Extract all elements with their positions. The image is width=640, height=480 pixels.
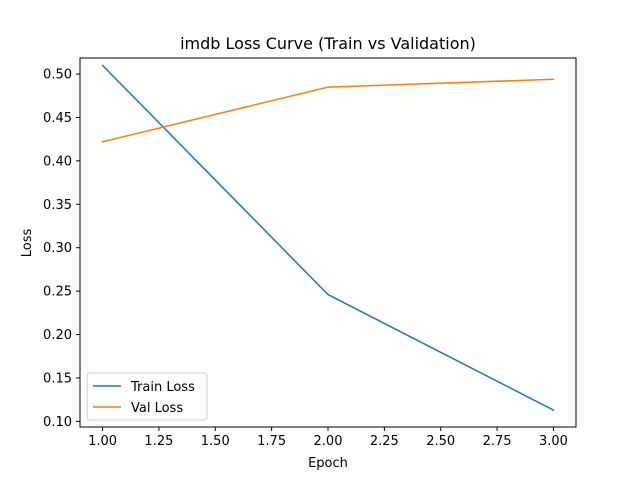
x-tick-label: 2.50: [426, 434, 455, 449]
y-axis-label: Loss: [20, 229, 35, 258]
plot-frame: [79, 57, 577, 428]
y-tick-label: 0.50: [43, 68, 72, 83]
legend-box: [86, 372, 208, 421]
x-tick-label: 1.00: [88, 434, 117, 449]
series-line-train-loss: [101, 64, 555, 412]
y-tick-label: 0.30: [43, 241, 72, 256]
x-tick-label: 1.50: [201, 434, 230, 449]
legend-label-train-loss: Train Loss: [130, 380, 195, 395]
y-axis-ticks: 0.10 0.15 0.20 0.25 0.30 0.35 0.40 0.45 0.50: [43, 68, 80, 430]
y-tick-label: 0.40: [43, 154, 72, 169]
x-tick-label: 3.00: [539, 434, 568, 449]
axes: [79, 57, 577, 428]
y-tick-label: 0.10: [43, 415, 72, 430]
y-tick-label: 0.25: [43, 285, 72, 300]
x-tick-label: 2.00: [314, 434, 343, 449]
legend: Train Loss Val Loss: [86, 372, 208, 421]
x-tick-label: 2.25: [370, 434, 399, 449]
y-tick-label: 0.20: [43, 328, 72, 343]
x-tick-label: 1.25: [144, 434, 173, 449]
x-axis-label: Epoch: [308, 456, 348, 471]
y-tick-label: 0.15: [43, 371, 72, 386]
chart-title: imdb Loss Curve (Train vs Validation): [180, 34, 476, 53]
x-axis-ticks: 1.00 1.25 1.50 1.75 2.00 2.25 2.50 2.75 3.00: [88, 427, 568, 449]
x-tick-label: 2.75: [483, 434, 512, 449]
series-line-val-loss: [101, 78, 555, 143]
legend-label-val-loss: Val Loss: [131, 401, 183, 416]
y-tick-label: 0.45: [43, 111, 72, 126]
series-layer: [101, 64, 555, 412]
x-tick-label: 1.75: [257, 434, 286, 449]
y-tick-label: 0.35: [43, 198, 72, 213]
